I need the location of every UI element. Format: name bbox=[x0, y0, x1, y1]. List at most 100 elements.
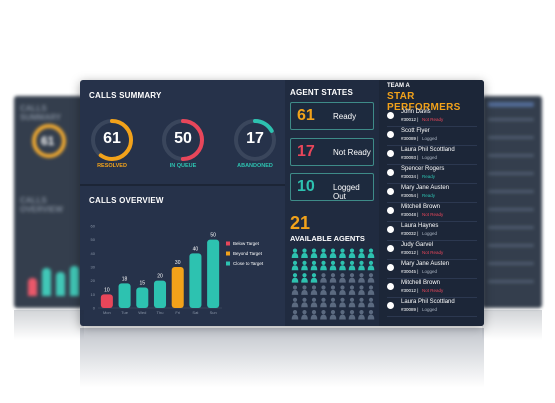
performer-status: Not Ready bbox=[422, 212, 444, 217]
bar-mon bbox=[100, 294, 113, 308]
agent-icon bbox=[367, 285, 375, 295]
ghost-ring bbox=[32, 124, 66, 158]
bar-sun bbox=[207, 239, 220, 308]
performer-id: #30048 | bbox=[401, 212, 419, 217]
kpi-label: IN QUEUE bbox=[169, 163, 197, 169]
kpi-resolved: 61 bbox=[89, 117, 135, 163]
agent-icon bbox=[358, 310, 365, 320]
performer-id: #30089 | bbox=[401, 307, 419, 312]
agent-icon bbox=[301, 297, 308, 308]
ghost-row bbox=[488, 172, 534, 175]
person-icon bbox=[387, 283, 394, 290]
kpi-label: ABANDONED bbox=[237, 163, 273, 169]
dashboard-reflection bbox=[80, 328, 484, 388]
agent-icon bbox=[320, 248, 327, 258]
agent-icon bbox=[320, 285, 327, 295]
agent-icon bbox=[301, 248, 308, 258]
agent-icon bbox=[310, 260, 318, 271]
row-separator bbox=[387, 145, 477, 146]
bar-value-label: 40 bbox=[193, 246, 199, 252]
y-tick-label: 20 bbox=[91, 278, 96, 283]
agent-icon bbox=[291, 248, 299, 258]
y-tick-label: 60 bbox=[91, 224, 96, 229]
performer-row: Laura Haynes #30032 | Logged bbox=[379, 221, 484, 240]
ghost-bar bbox=[42, 268, 51, 296]
state-label: Logged Out bbox=[333, 183, 360, 201]
performer-name: John Davis bbox=[401, 109, 431, 115]
agent-icon bbox=[329, 285, 337, 295]
agent-icon bbox=[320, 260, 327, 271]
performer-row: John Davis #30012 | Not Ready bbox=[379, 107, 484, 126]
performer-row: Mary Jane Austen #30054 | Ready bbox=[379, 183, 484, 202]
agent-icon bbox=[339, 260, 346, 271]
agent-icon bbox=[339, 285, 346, 295]
person-icon bbox=[387, 302, 394, 309]
agent-icon bbox=[291, 273, 299, 283]
performer-id: #30034 | bbox=[401, 174, 419, 179]
agent-states-title: AGENT STATES bbox=[290, 88, 353, 97]
ghost-bar bbox=[56, 272, 65, 296]
performer-status: Ready bbox=[422, 193, 436, 198]
agent-icon bbox=[310, 310, 318, 320]
agent-states-panel: AGENT STATES 61 Ready 17 Not Ready 10 Lo… bbox=[285, 80, 379, 326]
agent-icon bbox=[291, 310, 299, 320]
abandoned-ring bbox=[234, 119, 276, 161]
agent-icon bbox=[291, 285, 299, 295]
left-panel-reflection bbox=[14, 310, 84, 340]
ghost-bar bbox=[70, 266, 79, 296]
agent-icon bbox=[367, 297, 375, 308]
in-queue-ring bbox=[162, 119, 204, 161]
performer-status: Logged bbox=[422, 307, 438, 312]
bar-value-label: 30 bbox=[175, 260, 181, 266]
agent-icon bbox=[329, 260, 337, 271]
person-icon bbox=[387, 150, 394, 157]
legend-swatch bbox=[226, 241, 230, 246]
agent-icon bbox=[329, 310, 337, 320]
y-tick-label: 40 bbox=[91, 251, 96, 256]
bar-sat bbox=[189, 253, 202, 308]
agent-icon bbox=[358, 248, 365, 258]
performer-row: Mary Jane Austen #30045 | Logged bbox=[379, 259, 484, 278]
bar-value-label: 18 bbox=[122, 276, 128, 282]
ghost-header bbox=[488, 102, 534, 107]
performer-status: Ready bbox=[422, 174, 436, 179]
row-separator bbox=[387, 126, 477, 127]
state-label: Not Ready bbox=[333, 148, 371, 157]
agent-icon bbox=[291, 297, 299, 308]
performer-id: #30045 | bbox=[401, 269, 419, 274]
y-tick-label: 0 bbox=[93, 306, 96, 311]
row-separator bbox=[387, 202, 477, 203]
agent-icon bbox=[358, 273, 365, 283]
performer-id: #30012 | bbox=[401, 117, 419, 122]
performer-id: #30012 | bbox=[401, 250, 419, 255]
performer-name: Mitchell Brown bbox=[401, 204, 441, 210]
agent-icon bbox=[301, 285, 308, 295]
x-tick-label: Sat bbox=[192, 310, 199, 315]
kpi-label: RESOLVED bbox=[97, 163, 127, 169]
agent-icon bbox=[320, 273, 327, 283]
agent-icon bbox=[367, 260, 375, 271]
kpi-value: 17 bbox=[246, 130, 264, 147]
section-divider bbox=[80, 184, 285, 186]
bar-wed bbox=[136, 287, 149, 308]
agent-icon bbox=[291, 260, 299, 271]
state-label: Ready bbox=[333, 112, 357, 121]
agent-icon bbox=[348, 260, 356, 271]
performer-row: Laura Phil Scottland #30093 | Logged bbox=[379, 145, 484, 164]
performer-status: Logged bbox=[422, 269, 438, 274]
performer-name: Spencer Rogers bbox=[401, 166, 445, 172]
agent-icon bbox=[301, 273, 308, 283]
performer-status: Not Ready bbox=[422, 288, 444, 293]
legend-label: Below Target bbox=[233, 241, 260, 246]
row-separator bbox=[387, 278, 477, 279]
performer-status: Logged bbox=[422, 231, 438, 236]
ghost-row bbox=[488, 190, 534, 193]
bar-value-label: 10 bbox=[104, 287, 110, 293]
agent-icon bbox=[339, 248, 346, 258]
agent-icon bbox=[310, 285, 318, 295]
person-icon bbox=[387, 264, 394, 271]
performer-id: #30093 | bbox=[401, 155, 419, 160]
row-separator bbox=[387, 297, 477, 298]
resolved-ring bbox=[91, 119, 133, 161]
ghost-row bbox=[488, 154, 534, 157]
